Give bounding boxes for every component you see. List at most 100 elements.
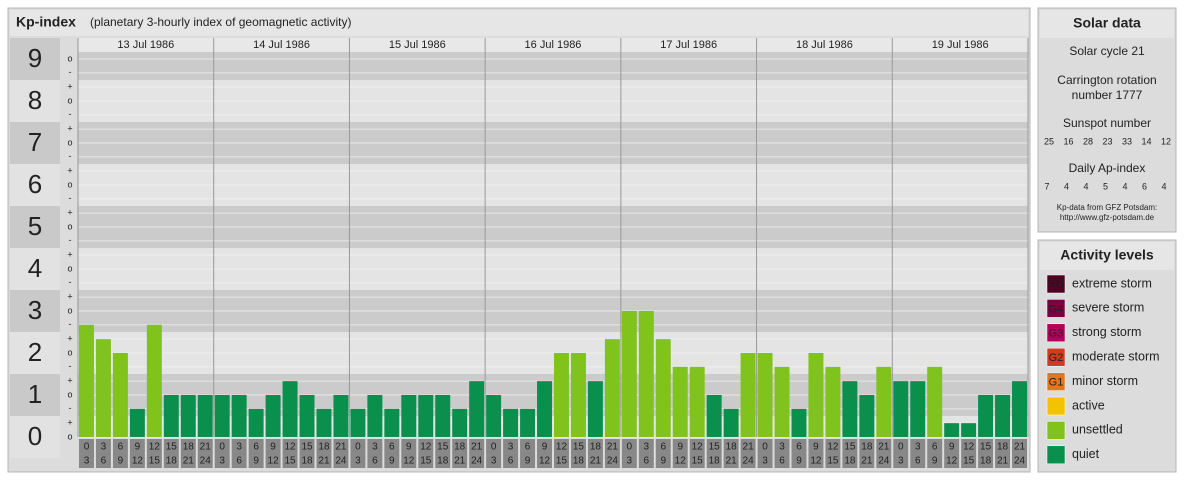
hour-box xyxy=(876,439,892,468)
hour-box xyxy=(384,439,400,468)
hour-start: 15 xyxy=(980,442,992,453)
hour-start: 21 xyxy=(607,442,619,453)
hour-end: 24 xyxy=(1014,456,1026,467)
minor-tick-label: - xyxy=(69,277,72,287)
hour-start: 9 xyxy=(542,442,548,453)
y-tick-label: 9 xyxy=(28,43,42,73)
ap-value: 7 xyxy=(1044,181,1049,191)
hour-box xyxy=(723,439,739,468)
hour-start: 12 xyxy=(149,442,161,453)
bar xyxy=(655,339,671,437)
hour-end: 6 xyxy=(372,456,378,467)
hour-start: 18 xyxy=(726,442,738,453)
hour-end: 18 xyxy=(573,456,585,467)
y-tick-cell xyxy=(10,164,60,206)
hour-end: 21 xyxy=(454,456,466,467)
hour-end: 24 xyxy=(878,456,890,467)
hour-start: 0 xyxy=(355,442,361,453)
hour-box xyxy=(604,439,620,468)
hour-box xyxy=(503,439,519,468)
hour-end: 18 xyxy=(301,456,313,467)
date-label: 15 Jul 1986 xyxy=(389,39,446,51)
y-tick-label: 2 xyxy=(28,337,42,367)
hour-end: 6 xyxy=(236,456,242,467)
sunspot-title: Sunspot number xyxy=(1063,116,1151,130)
bar xyxy=(740,353,756,437)
legend-title-bar xyxy=(1040,242,1174,270)
bar xyxy=(689,366,705,437)
hour-box xyxy=(248,439,264,468)
hour-start: 3 xyxy=(372,442,378,453)
hour-start: 9 xyxy=(135,442,141,453)
hour-box xyxy=(740,439,756,468)
hour-box xyxy=(469,439,485,468)
minor-tick-label: o xyxy=(67,305,72,315)
hour-end: 21 xyxy=(318,456,330,467)
sunspot-value: 14 xyxy=(1141,136,1151,146)
legend-badge: G4 xyxy=(1049,303,1064,315)
bar xyxy=(995,395,1011,437)
hour-end: 24 xyxy=(471,456,483,467)
bar xyxy=(944,423,960,437)
y-tick-label: 6 xyxy=(28,169,42,199)
hour-start: 9 xyxy=(677,442,683,453)
hour-box xyxy=(842,439,858,468)
hour-end: 12 xyxy=(539,456,551,467)
bar xyxy=(214,395,230,437)
hour-box xyxy=(706,439,722,468)
hour-end: 6 xyxy=(644,456,650,467)
hour-end: 15 xyxy=(692,456,704,467)
hour-end: 15 xyxy=(827,456,839,467)
hour-start: 0 xyxy=(898,442,904,453)
bar xyxy=(537,381,552,437)
hour-box xyxy=(825,439,841,468)
hour-end: 21 xyxy=(726,456,738,467)
minor-tick-label: o xyxy=(67,263,72,273)
hour-end: 18 xyxy=(980,456,992,467)
minor-tick-label: - xyxy=(69,235,72,245)
ap-value: 6 xyxy=(1142,181,1147,191)
hour-start: 21 xyxy=(1014,442,1026,453)
hour-start: 0 xyxy=(84,442,90,453)
carrington: Carrington rotation xyxy=(1057,73,1156,87)
bar xyxy=(316,408,332,437)
legend-swatch xyxy=(1046,396,1066,416)
bar xyxy=(774,366,790,437)
hour-end: 3 xyxy=(627,456,633,467)
bar xyxy=(79,324,94,437)
bar xyxy=(876,366,892,437)
minor-tick-label: o xyxy=(67,347,72,357)
ap-value: 5 xyxy=(1103,181,1108,191)
hour-box xyxy=(537,439,552,468)
minor-tick-label: + xyxy=(67,292,72,302)
hour-start: 0 xyxy=(219,442,225,453)
hour-start: 18 xyxy=(997,442,1009,453)
ap-value: 4 xyxy=(1161,181,1166,191)
hour-start: 0 xyxy=(762,442,768,453)
sunspot-value: 33 xyxy=(1122,136,1132,146)
hour-start: 21 xyxy=(743,442,755,453)
hour-start: 21 xyxy=(878,442,890,453)
hour-end: 9 xyxy=(932,456,938,467)
legend-swatch xyxy=(1046,421,1066,440)
bar xyxy=(520,408,536,437)
bar xyxy=(350,408,366,437)
bar xyxy=(621,311,637,437)
legend-swatch xyxy=(1046,274,1066,294)
hour-start: 12 xyxy=(963,442,975,453)
minor-tick-label: - xyxy=(69,193,72,203)
bar xyxy=(384,408,400,437)
bar xyxy=(1012,381,1027,437)
date-label: 13 Jul 1986 xyxy=(117,39,174,51)
hour-start: 18 xyxy=(454,442,466,453)
solar-title-bar xyxy=(1040,10,1174,38)
hour-end: 15 xyxy=(420,456,432,467)
hour-start: 12 xyxy=(284,442,296,453)
sunspot-value: 25 xyxy=(1044,136,1054,146)
bar xyxy=(723,408,739,437)
carrington: number 1777 xyxy=(1072,88,1143,102)
legend-swatch xyxy=(1046,445,1066,465)
minor-tick-label: - xyxy=(69,403,72,413)
ap-value: 4 xyxy=(1064,181,1069,191)
